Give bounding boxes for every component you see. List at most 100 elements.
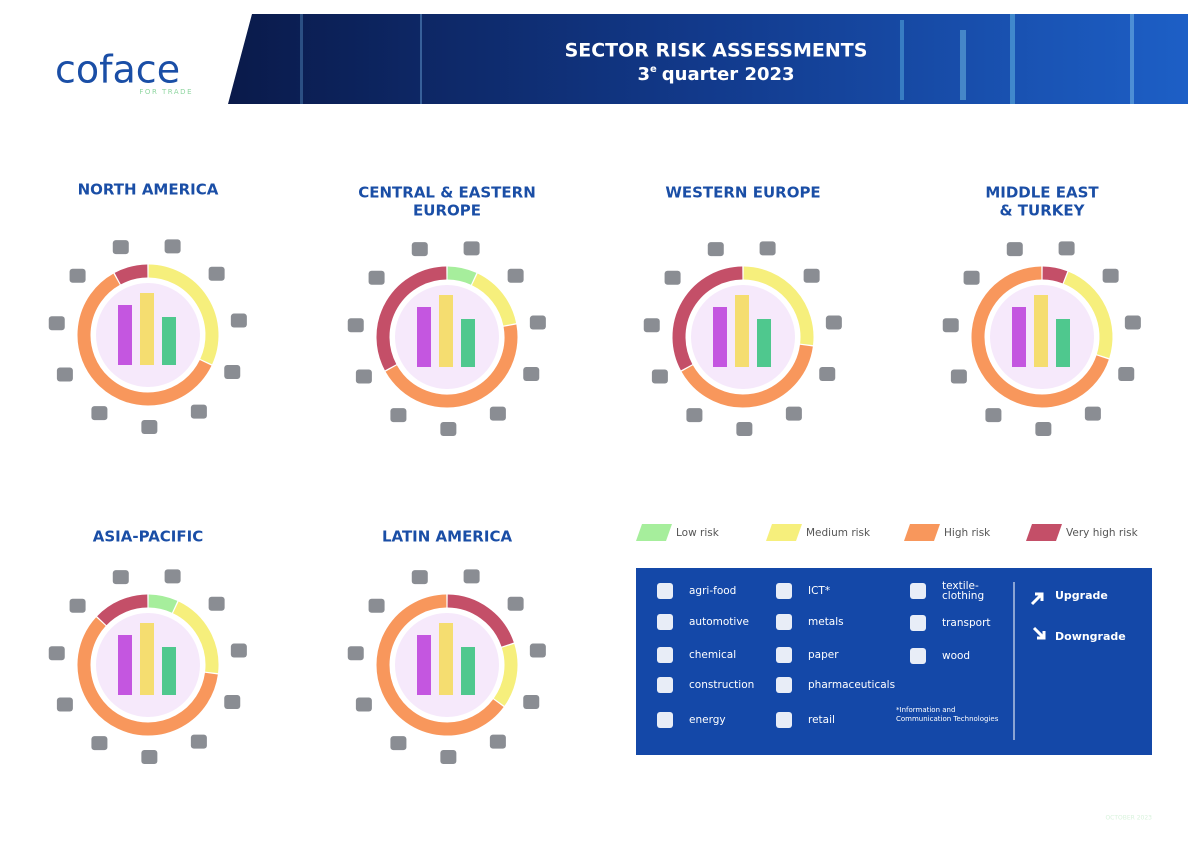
sector-icon	[1102, 268, 1119, 283]
date: OCTOBER 2023	[1105, 815, 1152, 822]
skyline-building	[140, 293, 154, 365]
sector-icon	[707, 242, 724, 257]
sector-legend-icon	[910, 615, 926, 631]
sector-label: retail	[808, 714, 835, 726]
sector-icon	[686, 408, 703, 423]
banner	[228, 14, 1188, 104]
sector-icon	[91, 406, 108, 421]
sector-icon	[224, 364, 241, 379]
sector-icon	[803, 268, 820, 283]
sector-icon	[69, 268, 86, 283]
sector-icon	[190, 734, 207, 749]
sector-icon	[785, 406, 802, 421]
sector-icon	[390, 408, 407, 423]
subtitle: 3e quarter 2023	[637, 64, 794, 85]
sector-icon	[56, 697, 73, 712]
sector-icon	[390, 736, 407, 751]
sector-legend-icon	[657, 712, 673, 728]
sector-icon	[440, 749, 457, 764]
risk-ring-segment	[114, 264, 148, 285]
sector-icon	[230, 313, 247, 328]
sector-icon	[463, 241, 480, 256]
risk-ring-segment	[376, 266, 447, 371]
sector-icon	[1084, 406, 1101, 421]
sector-label: wood	[942, 650, 970, 662]
footnote-line: *Information and	[896, 706, 955, 714]
sector-label: pharmaceuticals	[808, 679, 895, 691]
sector-icon	[368, 270, 385, 285]
quarter-rest: quarter 2023	[662, 64, 795, 85]
quarter-suffix: e	[650, 64, 657, 75]
sector-icon	[651, 369, 668, 384]
risk-ring-segment	[97, 594, 148, 626]
upgrade-label: Upgrade	[1055, 589, 1108, 602]
sector-icon	[224, 694, 241, 709]
title: SECTOR RISK ASSESSMENTS	[565, 40, 868, 62]
risk-ring-segment	[77, 273, 212, 406]
sector-icon	[48, 316, 65, 331]
risk-ring-segment	[493, 643, 518, 706]
sector-icon	[164, 569, 181, 584]
sector-label: construction	[689, 679, 754, 691]
risk-ring-segment	[471, 273, 517, 326]
region-title: NORTH AMERICA	[78, 181, 219, 199]
logo: coface	[55, 48, 180, 92]
sector-icon	[523, 694, 540, 709]
sector-legend-icon	[657, 677, 673, 693]
region-title: CENTRAL & EASTERN	[358, 184, 536, 202]
sector-icon	[963, 270, 980, 285]
sector-icon	[507, 596, 524, 611]
skyline-building	[162, 317, 176, 365]
downgrade-arrow	[1032, 626, 1046, 640]
skyline-building	[417, 307, 431, 367]
sector-icon	[463, 569, 480, 584]
region-title: EUROPE	[413, 202, 481, 220]
sector-label: clothing	[942, 590, 984, 602]
sector-legend-box	[636, 568, 1152, 755]
risk-swatch	[766, 524, 802, 541]
region-title: LATIN AMERICA	[382, 528, 513, 546]
risk-ring-segment	[447, 594, 514, 647]
banner-lights	[300, 14, 1134, 104]
skyline-building	[417, 635, 431, 695]
skyline-building	[439, 623, 453, 695]
sector-icon	[355, 369, 372, 384]
risk-label: High risk	[944, 527, 991, 539]
sector-label: chemical	[689, 649, 736, 661]
sector-label: metals	[808, 616, 844, 628]
sector-label: paper	[808, 649, 839, 661]
sector-legend-icon	[910, 648, 926, 664]
sector-icon	[759, 241, 776, 256]
sector-label: ICT*	[808, 585, 830, 597]
region-title: MIDDLE EAST	[985, 184, 1099, 202]
skyline-building	[118, 305, 132, 365]
sector-legend-icon	[657, 614, 673, 630]
sector-icon	[489, 406, 506, 421]
sector-icon	[1035, 421, 1052, 436]
skyline-building	[461, 647, 475, 695]
sector-icon	[529, 643, 546, 658]
skyline-building	[757, 319, 771, 367]
sector-icon	[950, 369, 967, 384]
sector-icon	[347, 646, 364, 661]
skyline-building	[713, 307, 727, 367]
sector-label: automotive	[689, 616, 749, 628]
footnote-line: Communication Technologies	[896, 715, 999, 723]
sector-icon	[1058, 241, 1075, 256]
risk-swatch	[1026, 524, 1062, 541]
sector-icon	[164, 239, 181, 254]
sector-icon	[112, 570, 129, 585]
risk-label: Medium risk	[806, 527, 871, 539]
risk-label: Low risk	[676, 527, 720, 539]
skyline-building	[1012, 307, 1026, 367]
sector-label: textile-	[942, 580, 979, 592]
sector-icon	[48, 646, 65, 661]
sector-legend-icon	[776, 583, 792, 599]
sector-label: transport	[942, 617, 991, 629]
sector-legend-icon	[657, 583, 673, 599]
sector-legend-icon	[657, 647, 673, 663]
sector-icon	[985, 408, 1002, 423]
sector-icon	[190, 404, 207, 419]
risk-ring-segment	[743, 266, 814, 346]
